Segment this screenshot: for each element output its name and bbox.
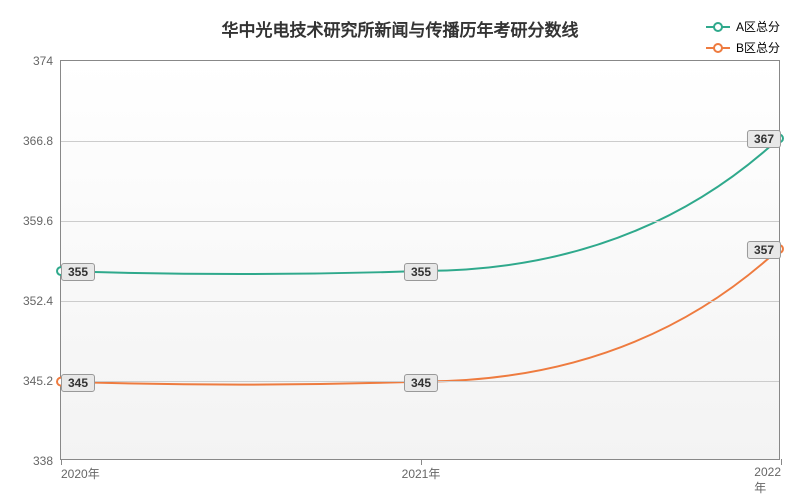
y-tick-label: 338 xyxy=(33,454,53,468)
y-tick-label: 366.8 xyxy=(23,134,53,148)
legend-item-b: B区总分 xyxy=(706,39,780,56)
y-tick-label: 352.4 xyxy=(23,294,53,308)
x-tick-mark xyxy=(421,459,422,465)
legend-label-a: A区总分 xyxy=(736,18,780,35)
data-label: 355 xyxy=(61,263,95,281)
plot-area: 338345.2352.4359.6366.83742020年2021年2022… xyxy=(60,60,780,460)
y-tick-label: 374 xyxy=(33,54,53,68)
x-tick-mark xyxy=(781,459,782,465)
x-tick-mark xyxy=(61,459,62,465)
legend-label-b: B区总分 xyxy=(736,39,780,56)
x-tick-label: 2020年 xyxy=(61,465,100,482)
legend-item-a: A区总分 xyxy=(706,18,780,35)
chart-title: 华中光电技术研究所新闻与传播历年考研分数线 xyxy=(222,16,579,41)
x-tick-label: 2022年 xyxy=(754,465,781,496)
gridline xyxy=(61,301,779,302)
data-label: 355 xyxy=(404,263,438,281)
x-tick-label: 2021年 xyxy=(402,465,441,482)
series-line xyxy=(61,138,779,274)
legend-swatch-a xyxy=(706,26,730,28)
data-label: 357 xyxy=(747,241,781,259)
legend-swatch-b xyxy=(706,47,730,49)
chart-svg xyxy=(61,61,779,459)
y-tick-label: 359.6 xyxy=(23,214,53,228)
y-tick-label: 345.2 xyxy=(23,374,53,388)
data-label: 367 xyxy=(747,130,781,148)
chart-container: 华中光电技术研究所新闻与传播历年考研分数线 A区总分 B区总分 338345.2… xyxy=(0,0,800,500)
gridline xyxy=(61,141,779,142)
data-label: 345 xyxy=(404,374,438,392)
gridline xyxy=(61,221,779,222)
legend: A区总分 B区总分 xyxy=(706,18,780,60)
data-label: 345 xyxy=(61,374,95,392)
